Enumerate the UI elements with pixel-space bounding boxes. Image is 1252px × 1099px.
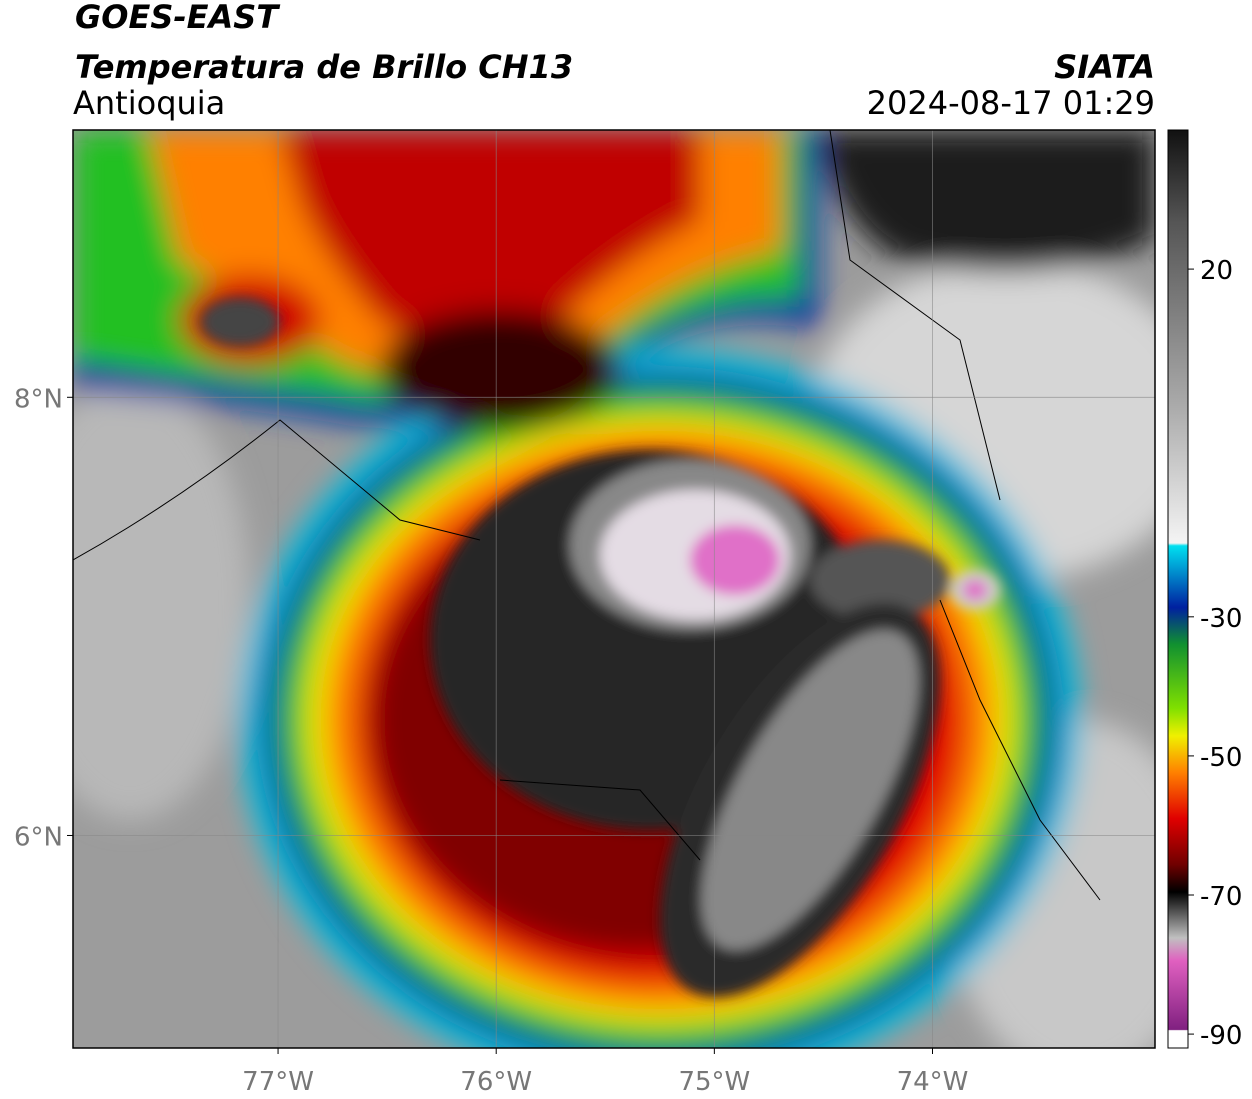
graticule <box>73 130 1155 1048</box>
x-tick-label: 77°W <box>242 1067 314 1097</box>
y-tick-label: 8°N <box>14 384 63 414</box>
product: Temperatura de Brillo CH13 <box>75 48 573 86</box>
colorbar-tick-label: -30 <box>1200 604 1242 634</box>
x-tick-label: 74°W <box>897 1067 969 1097</box>
colorbar-tick-label: -90 <box>1200 1021 1242 1051</box>
colorbar-tick-label: -70 <box>1200 882 1242 912</box>
datetime: 2024-08-17 01:29 <box>867 84 1155 122</box>
region: Antioquia <box>73 84 225 122</box>
imagery <box>73 130 1155 1048</box>
y-tick-label: 6°N <box>14 822 63 852</box>
colorbar-tick-label: 20 <box>1200 256 1233 286</box>
satellite: GOES-EAST <box>75 0 280 36</box>
source: SIATA <box>1054 48 1155 86</box>
map-frame <box>72 129 1156 1049</box>
x-tick-label: 76°W <box>460 1067 532 1097</box>
colorbar <box>1167 129 1189 1049</box>
x-tick-label: 75°W <box>678 1067 750 1097</box>
colorbar-tick-label: -50 <box>1200 743 1242 773</box>
